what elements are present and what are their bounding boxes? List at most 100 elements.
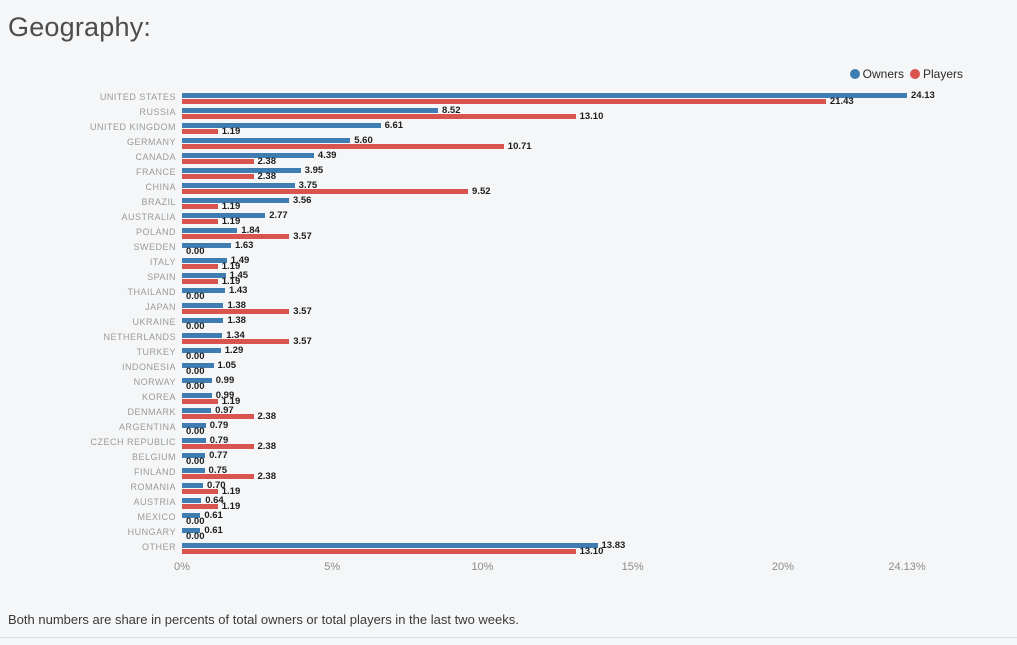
chart-row-russia: RUSSIA 8.52 13.10 (139, 105, 907, 122)
owners-value-label: 0.70 (207, 480, 226, 491)
players-value-label: 10.71 (507, 141, 532, 152)
owners-bar (182, 543, 598, 548)
owners-value-label: 1.49 (230, 255, 250, 266)
chart-row-italy: ITALY 1.49 1.19 (150, 255, 907, 272)
owners-value-label: 4.39 (317, 150, 337, 161)
chart-row-austria: AUSTRIA 0.64 1.19 (133, 495, 907, 512)
chart-row-romania: ROMANIA 0.70 1.19 (130, 480, 907, 497)
owners-value-label: 1.63 (234, 240, 254, 251)
players-value-label: 3.57 (293, 336, 312, 347)
owners-bar (182, 228, 238, 233)
category-label: INDONESIA (121, 362, 176, 372)
chart-row-spain: SPAIN 1.45 1.19 (147, 271, 907, 287)
x-axis-tick: 20% (771, 561, 794, 573)
players-value-label: 1.19 (221, 486, 241, 497)
players-bar (182, 99, 826, 104)
players-value-label: 0.00 (186, 366, 205, 377)
x-axis-tick: 15% (621, 561, 644, 573)
players-value-label: 13.10 (579, 546, 604, 557)
legend-item-owners[interactable]: Owners (849, 67, 904, 81)
chart-row-brazil: BRAZIL 3.56 1.19 (141, 196, 907, 212)
players-bar (182, 444, 254, 449)
owners-bar (182, 513, 201, 518)
players-bar (182, 399, 218, 404)
owners-bar (182, 378, 212, 383)
players-value-label: 2.38 (257, 171, 277, 182)
owners-value-label: 24.13 (911, 90, 935, 101)
players-bar (182, 174, 254, 179)
owners-value-label: 8.52 (441, 105, 461, 116)
x-axis-tick: 24.13% (888, 561, 926, 573)
category-label: OTHER (142, 542, 176, 552)
category-label: ROMANIA (130, 482, 176, 492)
x-axis-tick: 10% (471, 561, 494, 573)
players-bar (182, 144, 504, 149)
owners-bar (182, 498, 202, 503)
chart-row-korea: KOREA 0.99 1.19 (142, 391, 907, 407)
players-value-label: 0.00 (186, 516, 205, 527)
category-label: SWEDEN (133, 242, 176, 252)
players-value-label: 0.00 (186, 381, 205, 392)
players-value-label: 0.00 (186, 426, 205, 437)
owners-bar (182, 363, 214, 368)
owners-bar (182, 213, 266, 218)
category-label: AUSTRALIA (121, 212, 176, 222)
owners-value-label: 1.38 (227, 300, 246, 311)
owners-value-label: 6.61 (384, 120, 404, 131)
chart-row-finland: FINLAND 0.75 2.38 (134, 465, 907, 482)
category-label: AUSTRIA (133, 497, 176, 507)
chart-row-united-kingdom: UNITED KINGDOM 6.61 1.19 (90, 120, 907, 137)
category-label: UNITED STATES (99, 92, 176, 102)
category-label: GERMANY (126, 137, 176, 147)
owners-value-label: 1.84 (241, 225, 260, 236)
players-bar (182, 234, 290, 239)
players-bar (182, 264, 218, 269)
players-bar (182, 504, 218, 509)
owners-bar (182, 183, 295, 188)
players-bar (182, 339, 290, 344)
category-label: HUNGARY (127, 527, 176, 537)
players-bar (182, 474, 254, 479)
category-label: SPAIN (147, 272, 176, 282)
owners-legend-dot-icon (849, 69, 860, 79)
owners-value-label: 1.34 (226, 330, 245, 341)
owners-value-label: 0.64 (205, 495, 224, 506)
bottom-divider (0, 637, 1017, 638)
chart-row-germany: GERMANY 5.60 10.71 (127, 135, 907, 152)
chart-row-netherlands: NETHERLANDS 1.34 3.57 (103, 330, 907, 347)
owners-value-label: 5.60 (354, 135, 373, 146)
category-label: CHINA (145, 182, 176, 192)
category-label: NETHERLANDS (103, 332, 176, 342)
legend-players-label: Players (922, 67, 963, 81)
owners-bar (182, 273, 226, 278)
owners-value-label: 0.75 (208, 465, 228, 476)
owners-bar (182, 528, 201, 533)
players-value-label: 2.38 (257, 441, 277, 452)
chart-row-sweden: SWEDEN 1.63 0.00 (133, 240, 907, 257)
owners-value-label: 0.79 (209, 435, 229, 446)
chart-row-indonesia: INDONESIA 1.05 0.00 (122, 361, 907, 377)
players-value-label: 2.38 (257, 411, 277, 422)
players-value-label: 13.10 (579, 111, 604, 122)
players-value-label: 0.00 (186, 291, 205, 302)
owners-bar (182, 348, 221, 353)
players-value-label: 2.38 (257, 471, 277, 482)
category-label: CANADA (135, 152, 176, 162)
owners-value-label: 0.61 (204, 525, 223, 536)
players-value-label: 2.38 (257, 156, 277, 167)
legend-item-players[interactable]: Players (909, 67, 963, 81)
category-label: UNITED KINGDOM (89, 122, 176, 132)
owners-value-label: 1.43 (228, 285, 248, 296)
players-value-label: 3.57 (293, 306, 312, 317)
category-label: NORWAY (133, 377, 176, 387)
players-value-label: 0.00 (186, 456, 205, 467)
owners-value-label: 0.77 (209, 450, 228, 461)
category-label: POLAND (135, 227, 176, 237)
chart-row-china: CHINA 3.75 9.52 (145, 181, 907, 197)
players-value-label: 1.19 (221, 276, 241, 287)
owners-bar (182, 303, 224, 308)
players-bar (182, 414, 254, 419)
owners-bar (182, 333, 223, 338)
players-value-label: 1.19 (221, 216, 241, 227)
owners-value-label: 13.83 (601, 540, 626, 551)
